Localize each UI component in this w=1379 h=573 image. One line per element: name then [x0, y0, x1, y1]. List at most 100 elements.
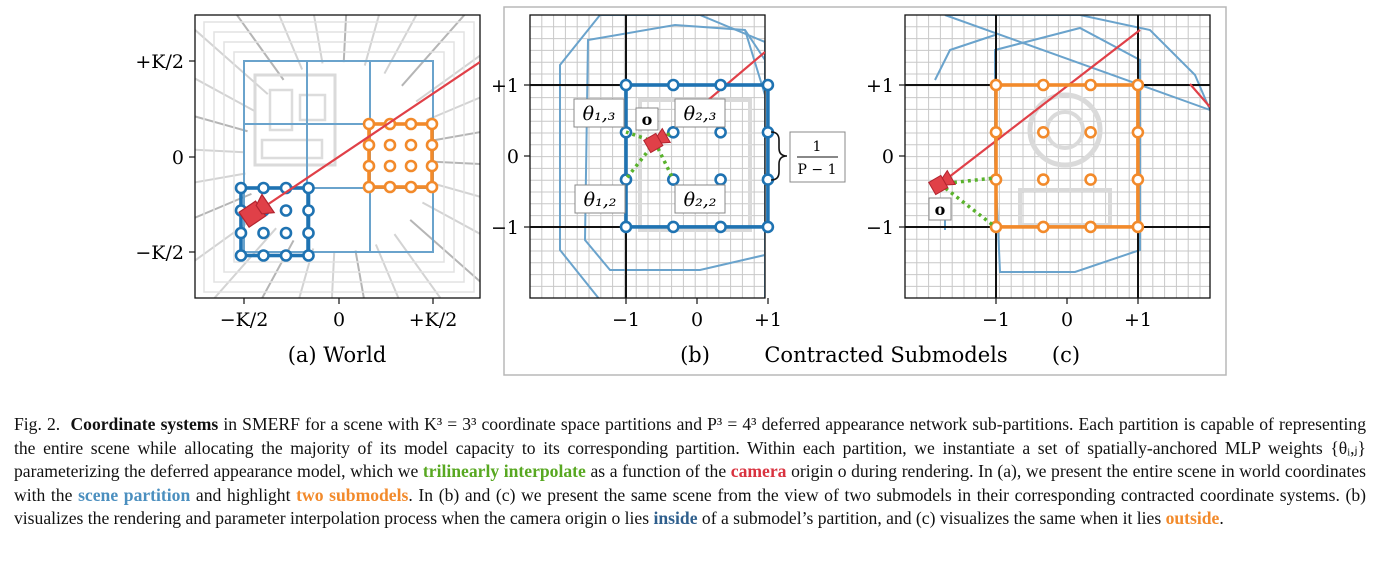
- orange-submodel-grid: [989, 78, 1145, 234]
- mlp-node: [383, 159, 397, 173]
- panel-outside: o +1 0 −1 −1 0 +1 (c): [866, 14, 1211, 367]
- mlp-node: [362, 138, 376, 152]
- two-submodels-text: two submodels: [296, 484, 409, 505]
- mlp-node: [1037, 126, 1050, 139]
- mlp-node: [257, 181, 270, 195]
- orange-submodel-grid: [362, 117, 439, 194]
- ray-line: [213, 227, 277, 298]
- mlp-node: [279, 204, 293, 217]
- figure-label: Fig. 2.: [14, 414, 61, 434]
- panel-inside: θ₁,₃ θ₂,₃ θ₁,₂ θ₂,₂ o 1 P − 1: [491, 14, 846, 367]
- caption-text-7: .: [1219, 508, 1224, 528]
- mlp-node: [425, 159, 439, 173]
- mlp-node: [425, 117, 439, 131]
- blue-submodel-grid: [234, 181, 315, 262]
- mlp-node: [1131, 126, 1145, 139]
- b-ytick-top: +1: [491, 75, 519, 97]
- mlp-node: [362, 117, 376, 131]
- ray-line: [426, 96, 480, 122]
- origin-label: o: [928, 197, 952, 221]
- ray-line: [195, 77, 257, 113]
- mlp-node: [257, 226, 270, 240]
- c-ytick-top: +1: [866, 75, 894, 97]
- ray-line: [330, 251, 336, 298]
- caption-text-1: in SMERF for a scene with K³ = 3³ coordi…: [14, 414, 1366, 481]
- mlp-node: [362, 159, 376, 173]
- mlp-node: [404, 159, 418, 173]
- figure: +K/2 0 −K/2 −K/2 0 +K/2 (a) World: [135, 6, 1227, 376]
- mlp-node: [1084, 78, 1097, 92]
- ray-line: [195, 211, 263, 262]
- b-xtick-left: −1: [612, 309, 640, 331]
- mlp-node: [404, 117, 418, 131]
- blue-submodel-grid: [619, 78, 775, 234]
- mlp-node: [989, 126, 1003, 139]
- ray-line: [195, 148, 245, 154]
- mlp-node: [666, 220, 680, 234]
- svg-text:o: o: [642, 110, 653, 129]
- c-xtick-mid: 0: [1061, 309, 1073, 331]
- svg-text:θ₂,₂: θ₂,₂: [684, 189, 717, 211]
- mlp-node: [302, 181, 315, 195]
- submodel-boundary: [624, 83, 770, 229]
- ray-line: [409, 219, 480, 283]
- caption-text-3: origin o during rendering. In (a), we pr…: [14, 461, 1367, 505]
- spacing-label: 1 P − 1: [789, 131, 846, 183]
- mlp-node: [714, 220, 727, 234]
- theta-1-3-label: θ₁,₃: [573, 98, 625, 128]
- panel-world: +K/2 0 −K/2 −K/2 0 +K/2 (a) World: [135, 14, 481, 367]
- svg-text:θ₁,₂: θ₁,₂: [584, 189, 617, 211]
- caption-text-2: as a function of the: [585, 461, 731, 481]
- mlp-node: [257, 249, 270, 262]
- b-ytick-mid: 0: [507, 146, 519, 168]
- svg-text:P − 1: P − 1: [798, 162, 837, 178]
- trilinear-interpolate-text: trilinearly interpolate: [422, 461, 586, 481]
- ray-line: [363, 15, 381, 66]
- svg-text:θ₂,₃: θ₂,₃: [684, 103, 717, 125]
- inside-text: inside: [653, 508, 698, 528]
- mlp-node: [425, 138, 439, 152]
- mlp-node: [1037, 78, 1050, 92]
- c-xtick-left: −1: [982, 309, 1010, 331]
- theta-1-2-label: θ₁,₂: [574, 184, 626, 214]
- caption-text-4: and highlight: [190, 484, 297, 505]
- submodel-boundary: [367, 122, 434, 189]
- mlp-node: [619, 78, 633, 92]
- panel-c-caption: (c): [1052, 343, 1080, 367]
- ray-line: [261, 239, 295, 298]
- a-xtick-right: +K/2: [409, 309, 458, 331]
- mlp-node: [666, 173, 680, 186]
- b-ytick-bot: −1: [491, 217, 519, 239]
- mlp-node: [1037, 220, 1050, 234]
- a-xtick-left: −K/2: [220, 309, 269, 331]
- a-ytick-top: +K/2: [135, 51, 184, 73]
- camera-icon: [643, 127, 672, 154]
- ray-line: [393, 233, 442, 298]
- c-xtick-right: +1: [1124, 309, 1152, 331]
- ray-line: [195, 28, 269, 95]
- ray-line: [415, 54, 480, 103]
- contraction-ring: [203, 21, 475, 293]
- mlp-node: [302, 204, 315, 217]
- mlp-node: [1037, 173, 1050, 186]
- mlp-node: [989, 78, 1003, 92]
- mlp-node: [234, 249, 248, 262]
- mlp-node: [666, 126, 680, 139]
- submodel-boundary: [994, 83, 1140, 229]
- ray-line: [235, 15, 285, 81]
- mlp-node: [666, 78, 680, 92]
- theta-2-3-label: θ₂,₃: [674, 98, 726, 128]
- mlp-node: [1084, 173, 1097, 186]
- mlp-node: [383, 180, 397, 194]
- mlp-node: [383, 138, 397, 152]
- svg-text:1: 1: [813, 139, 822, 155]
- camera-ray: [939, 29, 1141, 185]
- ray-line: [421, 201, 480, 235]
- mlp-node: [302, 226, 315, 240]
- a-ytick-bot: −K/2: [135, 242, 184, 264]
- ray-line: [342, 15, 348, 63]
- mlp-node: [714, 173, 727, 186]
- contraction-ring: [213, 31, 465, 283]
- mlp-node: [989, 220, 1003, 234]
- ray-line: [401, 15, 466, 87]
